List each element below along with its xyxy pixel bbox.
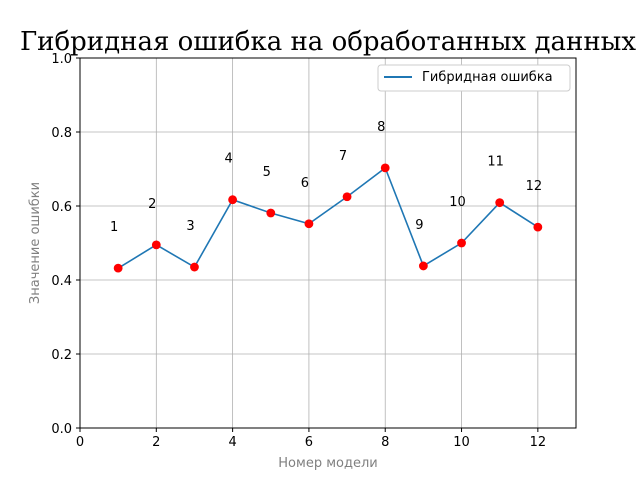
data-point <box>151 240 161 250</box>
data-point-label: 11 <box>487 155 504 170</box>
legend: Гибридная ошибка <box>377 64 571 92</box>
data-point <box>342 192 352 202</box>
y-tick-label: 0.8 <box>51 126 72 141</box>
data-point-label: 12 <box>526 179 543 194</box>
y-axis-label: Значение ошибки <box>28 182 43 304</box>
data-point-label: 3 <box>186 219 194 234</box>
data-point-label: 2 <box>148 197 156 212</box>
data-point <box>266 208 276 218</box>
legend-entry: Гибридная ошибка <box>422 70 553 85</box>
data-point-label: 4 <box>224 152 232 167</box>
data-point-label: 10 <box>449 195 466 210</box>
data-point <box>113 263 123 273</box>
data-point-label: 6 <box>301 176 309 191</box>
data-point <box>495 198 505 208</box>
x-tick-label: 0 <box>76 435 84 450</box>
x-tick-label: 6 <box>305 435 313 450</box>
x-tick-label: 10 <box>453 435 470 450</box>
chart-title: Гибридная ошибка на обработанных данных <box>20 27 636 57</box>
data-point-label: 8 <box>377 120 385 135</box>
y-tick-label: 1.0 <box>51 52 72 67</box>
series-layer <box>113 163 543 273</box>
data-point <box>380 163 390 173</box>
plot-frame <box>79 57 577 429</box>
y-tick-label: 0.0 <box>51 422 72 437</box>
y-tick-label: 0.6 <box>51 200 72 215</box>
series-line <box>117 166 539 269</box>
data-point <box>190 262 199 272</box>
x-axis-label: Номер модели <box>278 456 377 471</box>
data-point-label: 9 <box>415 218 423 233</box>
data-point <box>457 238 466 248</box>
legend-box <box>377 64 571 92</box>
x-tick-label: 12 <box>530 435 547 450</box>
data-point <box>228 195 238 205</box>
y-tick-label: 0.4 <box>51 274 72 289</box>
x-tick-label: 4 <box>228 435 236 450</box>
data-point <box>533 222 543 232</box>
data-point <box>304 219 314 229</box>
y-tick-label: 0.2 <box>51 348 72 363</box>
data-point <box>418 261 428 271</box>
axis-ticks: 0 2 4 6 8 10 120.00.20.40.60.81.0 <box>51 52 546 450</box>
x-tick-label: 8 <box>381 435 389 450</box>
data-point-label: 5 <box>263 165 271 180</box>
data-point-label: 7 <box>339 149 347 164</box>
x-tick-label: 2 <box>152 435 160 450</box>
data-point-label: 1 <box>110 220 118 235</box>
